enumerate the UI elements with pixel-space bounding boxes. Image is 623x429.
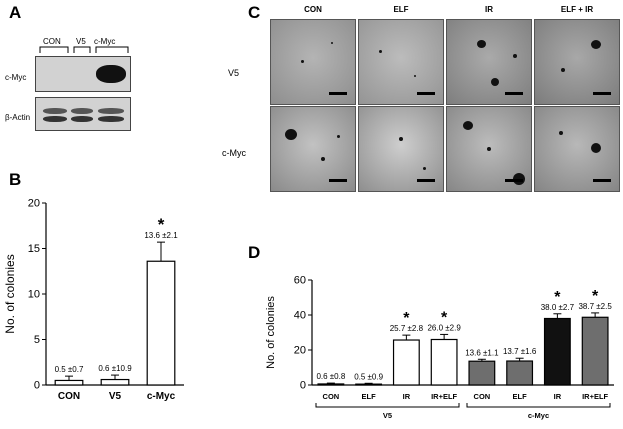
micrograph-v5-ir <box>446 19 532 105</box>
bar <box>543 317 571 386</box>
data-label: 0.6 ±0.8 <box>316 372 345 381</box>
blot-band-actin-3 <box>98 108 124 114</box>
scale-bar <box>417 179 435 182</box>
micrograph-v5-elf <box>358 19 444 105</box>
row-label-v5: V5 <box>228 68 240 78</box>
bar <box>392 339 420 386</box>
bar <box>468 360 496 386</box>
bar <box>581 316 609 386</box>
bar <box>355 383 383 386</box>
col-header-elf: ELF <box>393 5 409 14</box>
x-tick-label: ELF <box>362 392 377 401</box>
row-label-actin: β-Actin <box>5 113 31 122</box>
panel-c-letter: C <box>248 3 261 22</box>
row-label-cmyc-c: c-Myc <box>222 148 246 158</box>
group-label: c-Myc <box>528 411 549 420</box>
bar <box>317 383 345 386</box>
x-tick-label: ELF <box>513 392 528 401</box>
col-header-ir: IR <box>485 5 493 14</box>
group-bracket <box>466 403 611 408</box>
significance-star: * <box>554 289 561 306</box>
y-axis-label: No. of colonies <box>3 254 17 333</box>
bar <box>146 260 176 386</box>
bar <box>100 378 130 386</box>
col-header-con: CON <box>304 5 322 14</box>
data-label: 13.6 ±2.1 <box>144 231 178 240</box>
data-label: 0.5 ±0.9 <box>354 372 383 381</box>
panel-d-letter: D <box>248 243 261 262</box>
group-bracket <box>315 403 460 408</box>
y-tick-label: 40 <box>294 310 306 322</box>
data-label: 38.0 ±2.7 <box>541 303 575 312</box>
micrograph-cmyc-elf <box>358 106 444 192</box>
lane-label-cmyc: c-Myc <box>94 37 116 46</box>
lane-label-v5: V5 <box>76 37 86 46</box>
data-label: 13.6 ±1.1 <box>465 348 499 357</box>
x-tick-label: c-Myc <box>147 391 176 402</box>
blot-band-cmyc <box>96 65 126 83</box>
bar <box>430 338 458 386</box>
col-header-elf-ir: ELF + IR <box>560 5 594 14</box>
micrograph-cmyc-elf-ir <box>534 106 620 192</box>
x-tick-label: IR <box>554 392 562 401</box>
y-tick-label: 0 <box>300 380 306 392</box>
y-tick-label: 20 <box>28 198 40 210</box>
scale-bar <box>593 92 611 95</box>
x-tick-label: V5 <box>109 391 122 402</box>
y-tick-label: 60 <box>294 275 306 287</box>
x-tick-label: IR <box>403 392 411 401</box>
scale-bar <box>329 179 347 182</box>
data-label: 25.7 ±2.8 <box>390 324 424 333</box>
blot-actin <box>35 97 131 131</box>
significance-star: * <box>403 310 410 327</box>
blot-band-actin-1 <box>43 108 67 114</box>
significance-star: * <box>158 215 165 234</box>
x-tick-label: IR+ELF <box>582 392 608 401</box>
micrograph-v5-con <box>270 19 356 105</box>
y-tick-label: 15 <box>28 243 40 255</box>
panel-b-letter: B <box>9 170 22 189</box>
panel-a-letter: A <box>9 3 22 22</box>
lane-brackets <box>39 46 129 53</box>
significance-star: * <box>592 288 599 305</box>
data-label: 38.7 ±2.5 <box>578 302 612 311</box>
y-axis-label: No. of colonies <box>265 296 277 369</box>
micrograph-cmyc-ir <box>446 106 532 192</box>
group-label: V5 <box>383 411 392 420</box>
data-label: 0.6 ±10.9 <box>98 364 132 373</box>
blot-band-actin-2 <box>71 108 93 114</box>
y-tick-label: 5 <box>34 334 40 346</box>
y-tick-label: 0 <box>34 380 40 392</box>
blot-band-actin-6 <box>98 116 124 122</box>
blot-band-actin-4 <box>43 116 67 122</box>
data-label: 13.7 ±1.6 <box>503 347 537 356</box>
lane-label-con: CON <box>43 37 61 46</box>
y-tick-label: 20 <box>294 345 306 357</box>
row-label-cmyc: c-Myc <box>5 73 27 82</box>
x-tick-label: IR+ELF <box>431 392 457 401</box>
x-tick-label: CON <box>474 392 491 401</box>
blot-band-actin-5 <box>71 116 93 122</box>
bar <box>54 379 84 386</box>
scale-bar <box>505 92 523 95</box>
micrograph-v5-elf-ir <box>534 19 620 105</box>
significance-star: * <box>441 309 448 326</box>
scale-bar <box>329 92 347 95</box>
blot-cmyc <box>35 56 131 92</box>
scale-bar <box>593 179 611 182</box>
chart-d: 0 20 40 60 No. of colonies 0.6 ±0.8 CON 0.5 ±0.… <box>265 275 614 420</box>
x-tick-label: CON <box>58 391 80 402</box>
micrograph-cmyc-con <box>270 106 356 192</box>
chart-b: 0 5 10 15 20 No. of colonies 0.5 ±0.7 CON 0.6 ±1… <box>3 198 184 402</box>
x-tick-label: CON <box>323 392 340 401</box>
scale-bar <box>417 92 435 95</box>
y-tick-label: 10 <box>28 289 40 301</box>
data-label: 26.0 ±2.9 <box>427 323 461 332</box>
scale-bar <box>505 179 523 182</box>
data-label: 0.5 ±0.7 <box>55 365 84 374</box>
bar <box>506 360 534 386</box>
